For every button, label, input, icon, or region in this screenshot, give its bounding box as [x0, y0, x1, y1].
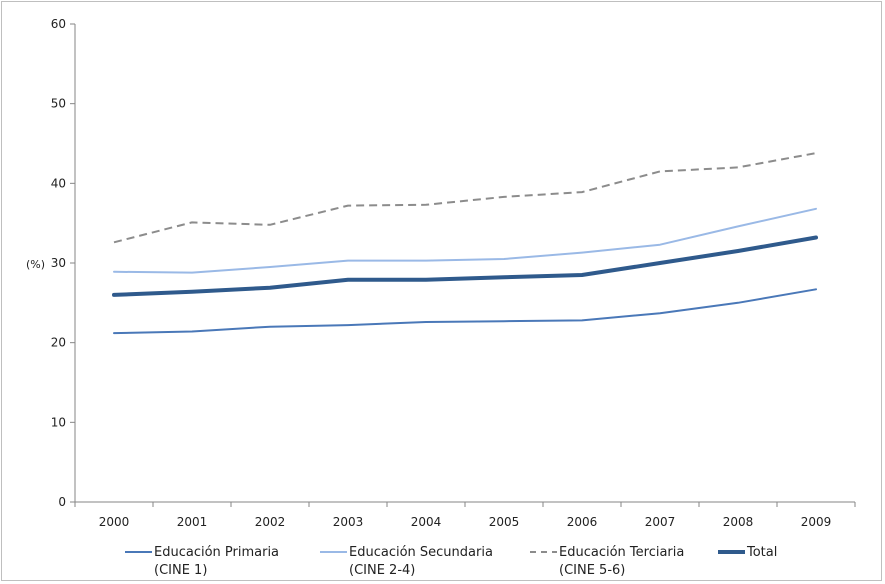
legend-label-0: Educación Primaria	[154, 545, 279, 560]
x-tick-label: 2000	[99, 515, 130, 529]
x-tick-label: 2001	[177, 515, 208, 529]
series-line-1	[113, 207, 817, 274]
series-line-0	[113, 288, 817, 335]
x-tick-label: 2007	[645, 515, 676, 529]
x-tick-label: 2009	[801, 515, 832, 529]
legend-label-3: Total	[746, 545, 777, 560]
y-tick-label: 50	[51, 97, 66, 111]
y-tick-label: 10	[51, 415, 66, 429]
y-tick-label: 20	[51, 336, 66, 350]
y-tick-label: 40	[51, 176, 66, 190]
y-tick-label: 0	[58, 495, 66, 509]
x-tick-label: 2003	[333, 515, 364, 529]
y-axis-label: (%)	[26, 258, 45, 271]
axes: 0 10 20 30 40 50 60 2000 2001 2002 2003 2004 2005 200…	[51, 17, 856, 529]
legend-label-1: (CINE 2-4)	[349, 563, 415, 578]
x-tick-label: 2006	[567, 515, 598, 529]
x-tick-label: 2004	[411, 515, 442, 529]
y-tick-label: 30	[51, 256, 66, 270]
series-line-3	[112, 235, 818, 297]
legend: Educación Primaria (CINE 1) Educación Secu…	[125, 545, 777, 578]
series-lines	[112, 152, 818, 335]
x-tick-label: 2008	[723, 515, 754, 529]
legend-label-2: (CINE 5-6)	[559, 563, 625, 578]
x-tick-label: 2005	[489, 515, 520, 529]
series-line-2	[113, 152, 817, 244]
y-tick-label: 60	[51, 17, 66, 31]
legend-label-0: (CINE 1)	[154, 563, 207, 578]
legend-label-2: Educación Terciaria	[559, 545, 684, 560]
x-tick-label: 2002	[255, 515, 286, 529]
legend-label-1: Educación Secundaria	[349, 545, 493, 560]
